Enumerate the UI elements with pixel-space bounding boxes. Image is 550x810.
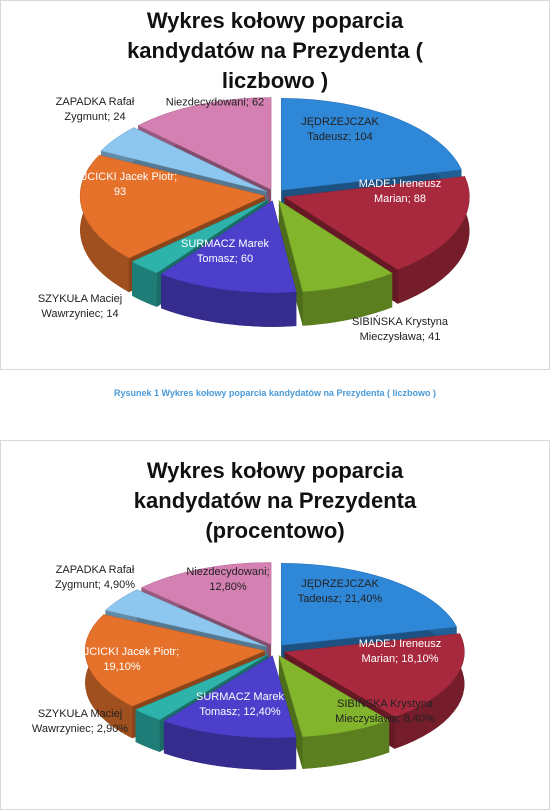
data-label: ZAPADKA Rafał Zygmunt; 24	[55, 96, 135, 123]
data-label: SIBIŃSKA Krystyna Mieczysława; 41	[352, 316, 448, 343]
slice	[278, 199, 393, 293]
slice-side	[302, 273, 393, 326]
data-label: WÓJCICKI Jacek Piotr; 19,10%	[64, 646, 180, 673]
chart-title: Wykres kołowy poparcia kandydatów na Pre…	[127, 8, 436, 93]
slice	[283, 633, 465, 718]
data-label: ZAPADKA Rafał Zygmunt; 4,90%	[54, 564, 136, 591]
slice	[100, 127, 267, 192]
slice	[278, 655, 390, 738]
slice	[140, 562, 272, 645]
slice-side	[397, 176, 470, 304]
slice	[283, 176, 470, 271]
slice-side	[161, 274, 297, 327]
slice	[104, 589, 267, 647]
data-label: JĘDRZEJCZAK Tadeusz; 104	[301, 116, 379, 143]
caption: Rysunek 1 Wykres kołowy poparcia kandyda…	[114, 388, 436, 398]
slice	[280, 98, 462, 191]
slice-side	[135, 709, 160, 752]
slice-side	[163, 721, 297, 770]
slice	[79, 154, 266, 259]
slice	[163, 655, 297, 739]
data-label: MADEJ Ireneusz Marian; 18,10%	[358, 638, 442, 665]
data-label: SURMACZ Marek Tomasz; 12,40%	[195, 691, 284, 718]
data-label: JĘDRZEJCZAK Tadeusz; 21,40%	[297, 578, 383, 605]
slice-side	[394, 633, 465, 749]
data-label: SURMACZ Marek Tomasz; 60	[180, 238, 269, 265]
chart-title: Wykres kołowy poparcia kandydatów na Pre…	[133, 458, 423, 543]
slice	[160, 200, 297, 294]
data-label: SZYKUŁA Maciej Wawrzyniec; 14	[37, 293, 123, 320]
slice	[84, 614, 266, 707]
slice	[280, 563, 458, 646]
slice	[134, 654, 269, 721]
data-label: SZYKUŁA Maciej Wawrzyniec; 2,90%	[31, 708, 129, 735]
data-label: WÓJCICKI Jacek Piotr; 93	[62, 171, 178, 198]
slice	[131, 199, 269, 274]
data-label: MADEJ Ireneusz Marian; 88	[358, 178, 442, 205]
data-label: SIBIŃSKA Krystyna Mieczysława; 8,40%	[335, 698, 435, 725]
slice	[137, 97, 272, 190]
slice-side	[302, 720, 390, 769]
slice-side	[132, 261, 157, 307]
data-label: Niezdecydowani; 62	[165, 96, 265, 109]
data-label: Niezdecydowani; 12,80%	[186, 566, 270, 593]
